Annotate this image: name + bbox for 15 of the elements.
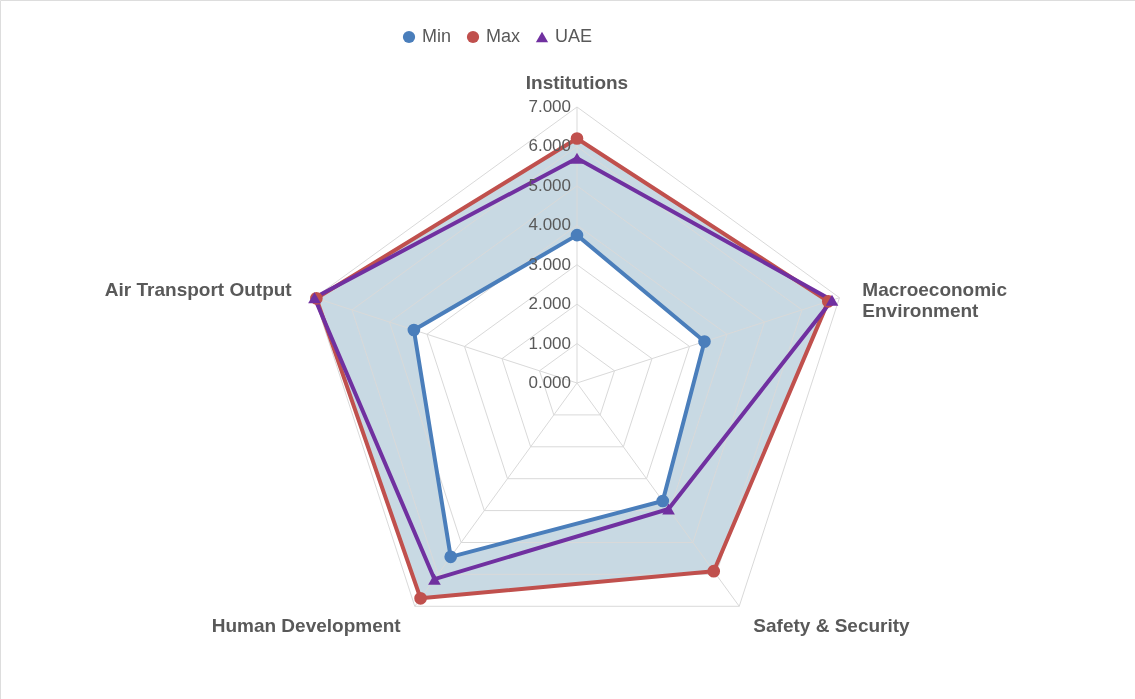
y-tick-label: 1.000 — [528, 333, 571, 353]
legend-label: UAE — [555, 26, 593, 46]
spoke-label: Institutions — [525, 72, 629, 93]
spoke-label: Air Transport Output — [104, 279, 293, 301]
y-tick-label: 4.000 — [528, 215, 571, 235]
y-tick-label: 2.000 — [528, 294, 571, 314]
y-tick-label: 3.000 — [528, 254, 571, 274]
y-tick-label: 0.000 — [528, 373, 571, 392]
spoke-label: Human Development — [211, 614, 402, 636]
spoke-label: Macroeconomic Environment — [862, 279, 1008, 322]
legend-label: Max — [486, 26, 521, 46]
y-tick-label: 5.000 — [528, 175, 571, 195]
legend-label: Min — [422, 26, 452, 46]
spoke-label: Safety & Security — [753, 614, 911, 636]
y-tick-label: 7.000 — [528, 97, 571, 116]
